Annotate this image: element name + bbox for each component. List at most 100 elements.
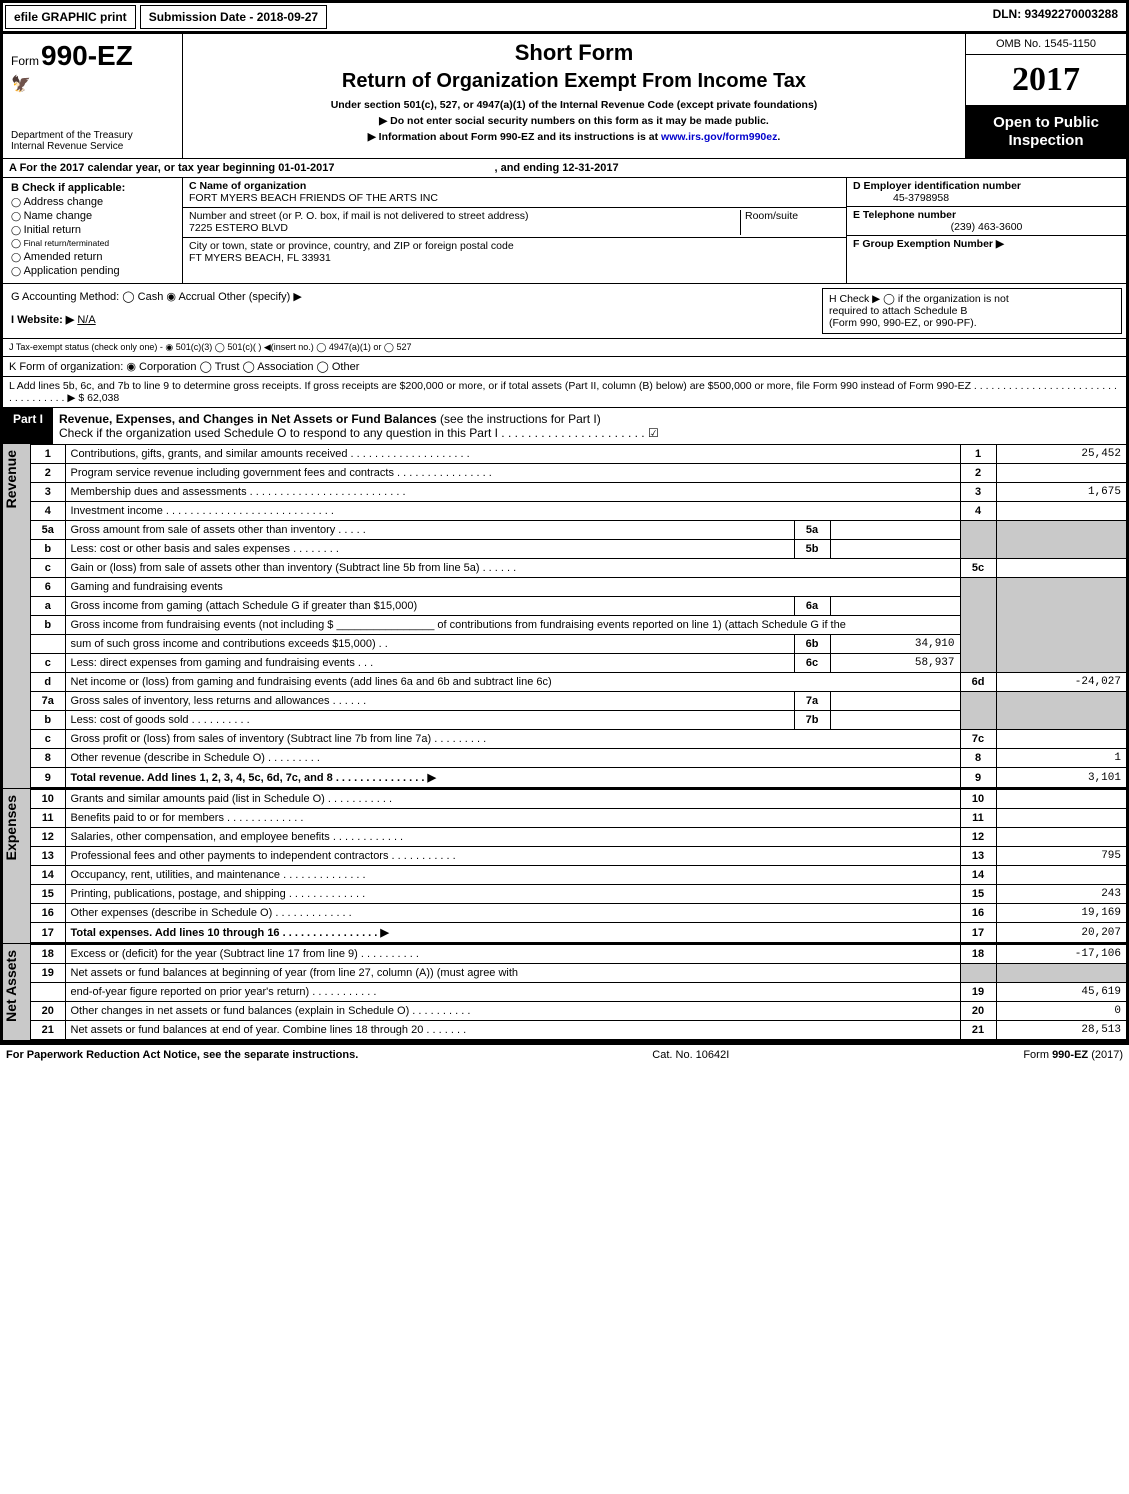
line-19: 19Net assets or fund balances at beginni… bbox=[31, 964, 1126, 983]
dept-treasury: Department of the Treasury bbox=[11, 130, 174, 141]
line-18: 18Excess or (deficit) for the year (Subt… bbox=[31, 945, 1126, 964]
title-return: Return of Organization Exempt From Incom… bbox=[193, 70, 955, 93]
h-line2: required to attach Schedule B bbox=[829, 305, 1115, 317]
line-9: 9Total revenue. Add lines 1, 2, 3, 4, 5c… bbox=[31, 768, 1126, 788]
efile-print-button[interactable]: efile GRAPHIC print bbox=[5, 5, 136, 29]
line-1: 1Contributions, gifts, grants, and simil… bbox=[31, 445, 1126, 464]
section-l-amount: $ 62,038 bbox=[78, 392, 119, 404]
line-6: 6Gaming and fundraising events bbox=[31, 578, 1126, 597]
line-16: 16Other expenses (describe in Schedule O… bbox=[31, 904, 1126, 923]
line-7c: cGross profit or (loss) from sales of in… bbox=[31, 730, 1126, 749]
footer-left: For Paperwork Reduction Act Notice, see … bbox=[6, 1049, 358, 1061]
section-b: B Check if applicable: Address change Na… bbox=[3, 178, 183, 283]
revenue-strip: Revenue bbox=[3, 444, 31, 788]
check-pending[interactable]: Application pending bbox=[11, 265, 174, 277]
otp-line1: Open to Public bbox=[970, 114, 1122, 132]
header-left: Form 990-EZ 🦅 Department of the Treasury… bbox=[3, 34, 183, 158]
part-i-header: Part I Revenue, Expenses, and Changes in… bbox=[3, 408, 1126, 444]
org-name-block: C Name of organization FORT MYERS BEACH … bbox=[183, 178, 846, 208]
top-bar: efile GRAPHIC print Submission Date - 20… bbox=[3, 3, 1126, 34]
irs-link[interactable]: www.irs.gov/form990ez bbox=[661, 131, 777, 143]
info-post: . bbox=[777, 131, 780, 143]
h-line1: H Check ▶ ◯ if the organization is not bbox=[829, 293, 1115, 305]
section-a-end: , and ending 12-31-2017 bbox=[494, 162, 618, 174]
city-value: FT MYERS BEACH, FL 33931 bbox=[189, 252, 331, 264]
section-a: A For the 2017 calendar year, or tax yea… bbox=[3, 159, 1126, 178]
line-10: 10Grants and similar amounts paid (list … bbox=[31, 790, 1126, 809]
ssn-warning: ▶ Do not enter social security numbers o… bbox=[193, 115, 955, 127]
netassets-strip: Net Assets bbox=[3, 944, 31, 1040]
netassets-section: Net Assets 18Excess or (deficit) for the… bbox=[3, 944, 1126, 1042]
info-pre: ▶ Information about Form 990-EZ and its … bbox=[368, 131, 661, 143]
line-14: 14Occupancy, rent, utilities, and mainte… bbox=[31, 866, 1126, 885]
part-i-num: Part I bbox=[3, 408, 53, 444]
section-e: E Telephone number (239) 463-3600 bbox=[847, 207, 1126, 236]
line-20: 20Other changes in net assets or fund ba… bbox=[31, 1002, 1126, 1021]
website-label: I Website: ▶ bbox=[11, 314, 74, 326]
line-5c: cGain or (loss) from sale of assets othe… bbox=[31, 559, 1126, 578]
expenses-table: 10Grants and similar amounts paid (list … bbox=[31, 789, 1126, 943]
line-15: 15Printing, publications, postage, and s… bbox=[31, 885, 1126, 904]
section-c: C Name of organization FORT MYERS BEACH … bbox=[183, 178, 846, 283]
line-17: 17Total expenses. Add lines 10 through 1… bbox=[31, 923, 1126, 943]
org-name-label: C Name of organization bbox=[189, 180, 306, 192]
line-8: 8Other revenue (describe in Schedule O) … bbox=[31, 749, 1126, 768]
line-11: 11Benefits paid to or for members . . . … bbox=[31, 809, 1126, 828]
part-i-check: Check if the organization used Schedule … bbox=[59, 426, 659, 440]
city-block: City or town, state or province, country… bbox=[183, 238, 846, 268]
ein-label: D Employer identification number bbox=[853, 180, 1021, 192]
section-k: K Form of organization: ◉ Corporation ◯ … bbox=[3, 357, 1126, 377]
form-prefix: Form bbox=[11, 54, 39, 68]
page-footer: For Paperwork Reduction Act Notice, see … bbox=[0, 1045, 1129, 1065]
part-i-title-rest: (see the instructions for Part I) bbox=[437, 412, 601, 426]
netassets-table: 18Excess or (deficit) for the year (Subt… bbox=[31, 944, 1126, 1040]
check-name-change[interactable]: Name change bbox=[11, 210, 174, 222]
tax-year: 2017 bbox=[966, 55, 1126, 106]
section-b-title: B Check if applicable: bbox=[11, 182, 174, 194]
street-value: 7225 ESTERO BLVD bbox=[189, 222, 288, 234]
expenses-strip: Expenses bbox=[3, 789, 31, 943]
section-g: G Accounting Method: ◯ Cash ◉ Accrual Ot… bbox=[11, 290, 810, 303]
revenue-table: 1Contributions, gifts, grants, and simil… bbox=[31, 444, 1126, 788]
expenses-label: Expenses bbox=[3, 789, 19, 866]
revenue-section: Revenue 1Contributions, gifts, grants, a… bbox=[3, 444, 1126, 789]
line-3: 3Membership dues and assessments . . . .… bbox=[31, 483, 1126, 502]
dln: DLN: 93492270003288 bbox=[985, 3, 1126, 31]
check-initial-return[interactable]: Initial return bbox=[11, 224, 174, 236]
title-short-form: Short Form bbox=[193, 40, 955, 66]
ein-value: 45-3798958 bbox=[853, 192, 949, 204]
line-13: 13Professional fees and other payments t… bbox=[31, 847, 1126, 866]
netassets-label: Net Assets bbox=[3, 944, 19, 1028]
section-j: J Tax-exempt status (check only one) - ◉… bbox=[3, 339, 1126, 357]
check-amended[interactable]: Amended return bbox=[11, 251, 174, 263]
org-name: FORT MYERS BEACH FRIENDS OF THE ARTS INC bbox=[189, 192, 438, 204]
city-label: City or town, state or province, country… bbox=[189, 240, 514, 252]
info-right: D Employer identification number 45-3798… bbox=[846, 178, 1126, 283]
line-19b: end-of-year figure reported on prior yea… bbox=[31, 983, 1126, 1002]
section-l: L Add lines 5b, 6c, and 7b to line 9 to … bbox=[3, 377, 1126, 408]
section-l-text: L Add lines 5b, 6c, and 7b to line 9 to … bbox=[9, 380, 1117, 404]
form-header: Form 990-EZ 🦅 Department of the Treasury… bbox=[3, 34, 1126, 159]
irs-eagle-icon: 🦅 bbox=[11, 74, 174, 94]
check-final-return[interactable]: Final return/terminated bbox=[11, 238, 174, 249]
section-d: D Employer identification number 45-3798… bbox=[847, 178, 1126, 207]
section-a-begin: A For the 2017 calendar year, or tax yea… bbox=[9, 162, 334, 174]
info-line: ▶ Information about Form 990-EZ and its … bbox=[193, 131, 955, 143]
section-f: F Group Exemption Number ▶ bbox=[847, 236, 1126, 252]
form-container: efile GRAPHIC print Submission Date - 20… bbox=[0, 0, 1129, 1045]
phone-value: (239) 463-3600 bbox=[853, 221, 1120, 233]
street-block: Number and street (or P. O. box, if mail… bbox=[183, 208, 846, 238]
revenue-label: Revenue bbox=[3, 444, 19, 514]
street-label: Number and street (or P. O. box, if mail… bbox=[189, 210, 528, 222]
line-12: 12Salaries, other compensation, and empl… bbox=[31, 828, 1126, 847]
part-i-title: Revenue, Expenses, and Changes in Net As… bbox=[53, 408, 1126, 444]
open-to-public: Open to Public Inspection bbox=[966, 106, 1126, 158]
phone-label: E Telephone number bbox=[853, 209, 956, 221]
line-7a: 7aGross sales of inventory, less returns… bbox=[31, 692, 1126, 711]
check-address-change[interactable]: Address change bbox=[11, 196, 174, 208]
line-21: 21Net assets or fund balances at end of … bbox=[31, 1021, 1126, 1040]
header-right: OMB No. 1545-1150 2017 Open to Public In… bbox=[966, 34, 1126, 158]
section-h: H Check ▶ ◯ if the organization is not r… bbox=[822, 288, 1122, 334]
part-i-title-bold: Revenue, Expenses, and Changes in Net As… bbox=[59, 412, 437, 426]
submission-date: Submission Date - 2018-09-27 bbox=[140, 5, 327, 29]
